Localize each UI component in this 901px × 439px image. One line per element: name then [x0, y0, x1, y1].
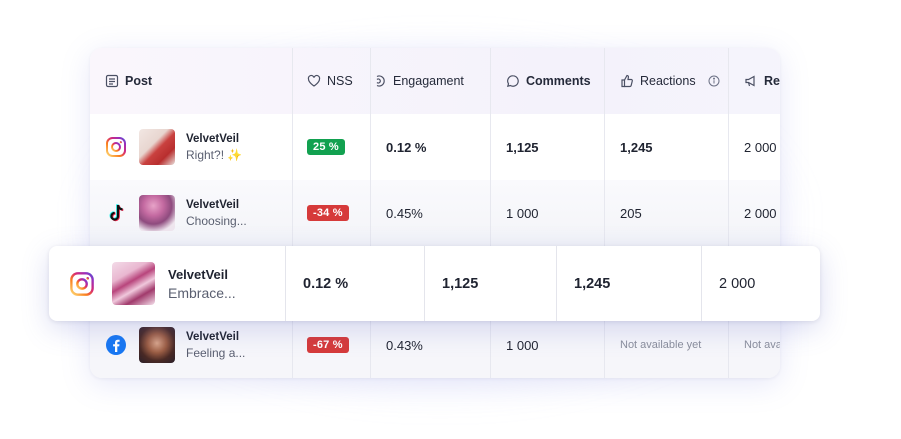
reach-value: Not ava	[744, 339, 780, 351]
post-thumbnail[interactable]	[139, 129, 175, 165]
thumbs-up-icon	[620, 74, 634, 88]
nss-cell: -67 %	[293, 312, 371, 378]
account-name: VelvetVeil	[168, 266, 228, 282]
posts-table: Post NSS Engagament Comments Reactions	[90, 48, 780, 378]
comment-icon	[506, 74, 520, 88]
reactions-value: 1,245	[605, 114, 729, 180]
table-row[interactable]: VelvetVeil Choosing... -34 % 0.45% 1 000…	[90, 180, 780, 247]
account-name: VelvetVeil	[186, 331, 240, 343]
reach-value: 2 000	[744, 205, 777, 221]
header-nss-label: NSS	[327, 74, 353, 88]
reactions-value: 1,245	[557, 246, 702, 321]
header-engagement[interactable]: Engagament	[371, 48, 491, 114]
engagement-value: 0.43%	[371, 312, 491, 378]
engagement-value: 0.12 %	[371, 114, 491, 180]
post-caption: Right?! ✨	[186, 148, 243, 162]
nss-badge: -67 %	[307, 337, 349, 353]
post-thumbnail[interactable]	[139, 327, 175, 363]
header-engagement-label: Engagament	[393, 74, 464, 88]
reach-value: 2 000	[744, 139, 777, 155]
engagement-value: 0.45%	[371, 180, 491, 246]
account-name: VelvetVeil	[186, 199, 240, 211]
highlighted-row[interactable]: VelvetVeil Embrace... 0.12 % 1,125 1,245…	[49, 246, 820, 321]
instagram-icon	[69, 271, 95, 297]
image-icon	[105, 74, 119, 88]
nss-badge: 25 %	[307, 139, 345, 155]
header-nss[interactable]: NSS	[293, 48, 371, 114]
post-caption: Feeling a...	[186, 346, 246, 360]
table-row[interactable]: VelvetVeil Right?! ✨ 25 % 0.12 % 1,125 1…	[90, 114, 780, 181]
nss-cell: -34 %	[293, 180, 371, 246]
table-header: Post NSS Engagament Comments Reactions	[90, 48, 780, 115]
reactions-value: Not available yet	[605, 312, 729, 378]
comments-value: 1,125	[491, 114, 605, 180]
header-reactions-label: Reactions	[640, 74, 696, 88]
post-caption: Choosing...	[186, 214, 247, 228]
post-thumbnail[interactable]	[139, 195, 175, 231]
header-reactions[interactable]: Reactions	[605, 48, 729, 114]
header-post-label: Post	[125, 74, 153, 88]
post-cell: VelvetVeil Feeling a...	[90, 312, 293, 378]
heart-icon	[307, 74, 321, 88]
post-caption: Embrace...	[168, 284, 236, 301]
header-reach-label: Re	[764, 74, 780, 88]
comments-value: 1 000	[491, 180, 605, 246]
header-post[interactable]: Post	[90, 48, 293, 114]
post-cell: VelvetVeil Right?! ✨	[90, 114, 293, 180]
comments-value: 1,125	[425, 246, 557, 321]
account-name: VelvetVeil	[186, 133, 240, 145]
post-cell: VelvetVeil Choosing...	[90, 180, 293, 246]
nss-badge: -34 %	[307, 205, 349, 221]
instagram-icon	[105, 136, 127, 158]
comments-value: 1 000	[491, 312, 605, 378]
table-row[interactable]: VelvetVeil Feeling a... -67 % 0.43% 1 00…	[90, 312, 780, 378]
header-comments[interactable]: Comments	[491, 48, 605, 114]
reach-value: 2 000	[719, 275, 756, 292]
header-comments-label: Comments	[526, 74, 591, 88]
facebook-icon	[105, 334, 127, 356]
info-icon[interactable]	[708, 75, 720, 87]
nss-cell: 25 %	[293, 114, 371, 180]
header-reach[interactable]: Re	[729, 48, 780, 114]
engagement-value: 0.12 %	[286, 246, 425, 321]
tiktok-icon	[105, 202, 127, 224]
post-cell: VelvetVeil Embrace...	[49, 246, 286, 321]
post-thumbnail[interactable]	[112, 262, 155, 305]
reactions-value: 205	[605, 180, 729, 246]
megaphone-icon	[744, 74, 758, 88]
engagement-icon	[373, 74, 387, 88]
